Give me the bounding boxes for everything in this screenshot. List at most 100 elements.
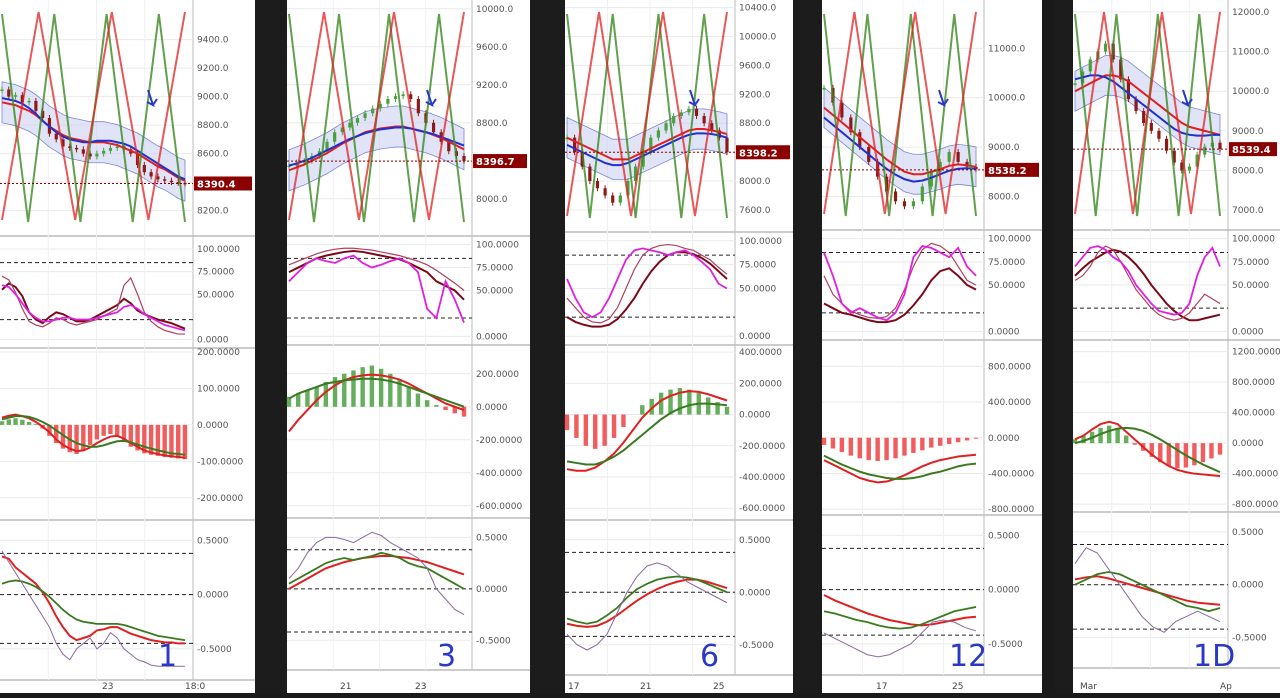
candle xyxy=(1203,146,1207,155)
tick-label: 9000.0 xyxy=(988,143,1020,153)
candle xyxy=(447,141,451,152)
oscillator-line xyxy=(1,579,186,642)
candle xyxy=(462,156,466,161)
histogram-bar xyxy=(332,377,338,407)
histogram-bar xyxy=(121,424,127,442)
histogram-bar xyxy=(705,397,711,415)
tick-label: 0.5000 xyxy=(1232,528,1264,538)
histogram-bar xyxy=(911,437,916,453)
histogram-bar xyxy=(1209,443,1214,459)
timeframe-annotation: 6 xyxy=(700,639,719,674)
tick-label: 9200.0 xyxy=(476,81,508,91)
tick-label: -800.0000 xyxy=(1232,500,1278,510)
candle xyxy=(108,147,113,151)
histogram-bar xyxy=(94,424,100,440)
candle xyxy=(641,152,645,167)
tick-label: 0.0000 xyxy=(1232,581,1264,591)
ma-blue-line xyxy=(288,126,465,167)
candle xyxy=(13,95,18,97)
candle xyxy=(176,182,180,184)
histogram-bar xyxy=(677,388,683,415)
histogram-bar xyxy=(668,389,673,415)
tick-label: -200.0000 xyxy=(476,436,522,446)
candle xyxy=(363,113,367,118)
ma-red-line xyxy=(823,106,977,176)
histogram-bar xyxy=(640,405,645,415)
tick-label: 50.0000 xyxy=(197,290,234,300)
tick-label: -600.0000 xyxy=(476,502,522,512)
tick-label: 8000.0 xyxy=(739,177,771,187)
last-price-label: 8390.4 xyxy=(197,179,236,190)
histogram-bar xyxy=(397,380,402,407)
histogram-bar xyxy=(54,424,59,444)
tick-label: 100.0000 xyxy=(476,241,519,251)
last-price-label: 8539.4 xyxy=(1232,145,1271,156)
candle xyxy=(822,87,826,90)
histogram-bar xyxy=(1149,443,1154,457)
tick-label: 0.5000 xyxy=(476,533,508,543)
candle xyxy=(371,108,375,114)
tick-label: 400.0000 xyxy=(739,348,782,358)
candle xyxy=(573,137,577,153)
histogram-bar xyxy=(658,392,664,415)
tick-label: 8800.0 xyxy=(476,119,508,129)
candle xyxy=(287,165,291,167)
tick-label: 8000.0 xyxy=(988,192,1020,202)
tick-label: 0.0000 xyxy=(197,591,229,601)
histogram-bar xyxy=(47,424,52,436)
candle xyxy=(893,191,898,202)
histogram-bar xyxy=(33,424,39,425)
candle xyxy=(74,147,79,150)
tick-label: 0.5000 xyxy=(197,536,229,546)
pane-osc2: 200.0000 100.0000 0.0000 -100.0000 -200.0000 xyxy=(0,348,255,521)
tick-label: 800.0000 xyxy=(988,362,1031,372)
oscillator-line xyxy=(566,247,728,319)
histogram-bar xyxy=(369,365,375,407)
candle xyxy=(1172,150,1176,163)
tick-label: -200.0000 xyxy=(197,494,243,504)
tick-label: -200.0000 xyxy=(739,442,785,452)
tick-label: 50.0000 xyxy=(988,281,1025,291)
oscillator-line xyxy=(1,555,185,645)
ma-blue-line xyxy=(823,116,977,183)
tick-label: 9200.0 xyxy=(739,90,771,100)
candle xyxy=(88,153,92,157)
histogram-bar xyxy=(1072,439,1078,444)
histogram-bar xyxy=(884,437,889,461)
histogram-bar xyxy=(148,424,154,455)
histogram-bar xyxy=(286,396,292,407)
histogram-bar xyxy=(155,424,161,456)
last-price-badge xyxy=(736,145,790,160)
candle xyxy=(61,139,65,147)
histogram-bar xyxy=(415,393,421,407)
tick-label: 7600.0 xyxy=(739,206,771,216)
channel-red-line xyxy=(566,11,728,217)
histogram-bar xyxy=(920,437,925,451)
chart-panel-4: 11000.0 10000.0 9000.0 8000.0 8538.2 100.0000… xyxy=(821,0,1042,693)
last-price-badge xyxy=(985,162,1039,177)
signal-line xyxy=(823,454,977,480)
oscillator-line xyxy=(823,606,977,630)
histogram-bar xyxy=(443,406,448,411)
candle xyxy=(649,137,653,153)
candle xyxy=(947,152,951,162)
histogram-bar xyxy=(893,437,898,459)
tick-label: 0.0000 xyxy=(476,332,508,342)
histogram-bar xyxy=(452,406,457,414)
last-price-badge xyxy=(194,176,252,191)
arrow-annotation xyxy=(937,89,949,107)
oscillator-line xyxy=(823,619,977,658)
candle xyxy=(409,94,413,99)
candle xyxy=(7,89,11,97)
tick-label: 9000.0 xyxy=(1232,127,1264,137)
tick-label: -100.0000 xyxy=(197,457,243,467)
tick-label: 0.0000 xyxy=(476,403,508,413)
histogram-bar xyxy=(946,437,952,445)
tick-label: 0.0000 xyxy=(739,588,771,598)
candle xyxy=(1142,111,1146,123)
histogram-bar xyxy=(1166,443,1172,467)
tick-label: 8000.0 xyxy=(1232,167,1264,177)
chart-panel-3: 10400.010000.09600.09200.08800.08400.080… xyxy=(564,0,793,693)
oscillator-line xyxy=(823,245,977,322)
